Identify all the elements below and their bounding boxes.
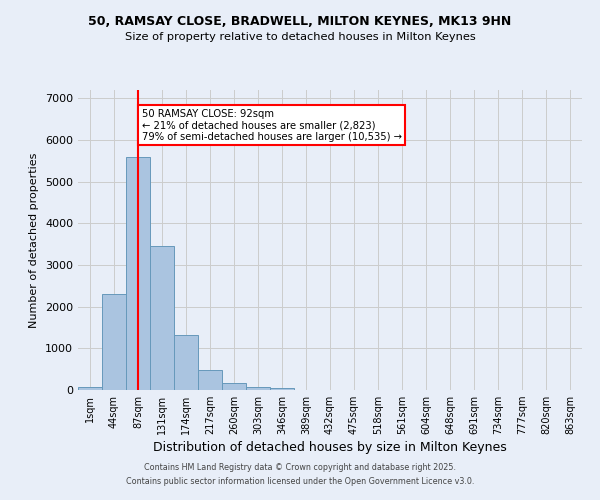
Bar (246, 386, 270, 390)
Bar (78, 387, 102, 390)
Text: Size of property relative to detached houses in Milton Keynes: Size of property relative to detached ho… (125, 32, 475, 42)
Bar (222, 384, 246, 390)
Text: Contains public sector information licensed under the Open Government Licence v3: Contains public sector information licen… (126, 477, 474, 486)
Bar (174, 335, 198, 390)
Y-axis label: Number of detached properties: Number of detached properties (29, 152, 40, 328)
Text: 50, RAMSAY CLOSE, BRADWELL, MILTON KEYNES, MK13 9HN: 50, RAMSAY CLOSE, BRADWELL, MILTON KEYNE… (88, 15, 512, 28)
Bar (270, 388, 294, 390)
Text: 50 RAMSAY CLOSE: 92sqm
← 21% of detached houses are smaller (2,823)
79% of semi-: 50 RAMSAY CLOSE: 92sqm ← 21% of detached… (142, 109, 401, 142)
X-axis label: Distribution of detached houses by size in Milton Keynes: Distribution of detached houses by size … (153, 442, 507, 454)
Bar (102, 294, 126, 390)
Bar (198, 370, 222, 390)
Text: Contains HM Land Registry data © Crown copyright and database right 2025.: Contains HM Land Registry data © Crown c… (144, 464, 456, 472)
Bar (150, 246, 174, 390)
Bar (126, 156, 150, 390)
